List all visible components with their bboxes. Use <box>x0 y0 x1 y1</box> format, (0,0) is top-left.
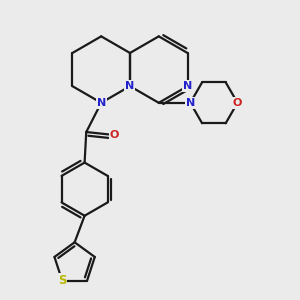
Text: N: N <box>97 98 106 108</box>
Text: N: N <box>125 81 135 91</box>
Text: S: S <box>58 274 66 287</box>
Text: N: N <box>183 81 192 91</box>
Text: N: N <box>186 98 195 108</box>
Text: O: O <box>233 98 242 108</box>
Text: O: O <box>110 130 119 140</box>
